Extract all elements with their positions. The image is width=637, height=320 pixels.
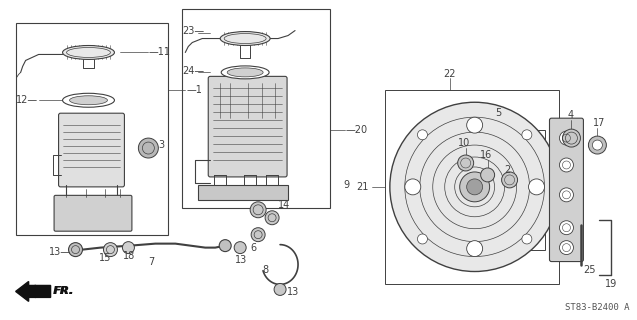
Bar (385, 90, 559, 284)
Polygon shape (16, 282, 50, 301)
Circle shape (251, 228, 265, 242)
Circle shape (219, 240, 231, 252)
Bar (182, 9, 330, 208)
Circle shape (562, 129, 580, 147)
Circle shape (559, 241, 573, 255)
Text: 3: 3 (159, 140, 164, 150)
Bar (16, 23, 168, 235)
Text: 13: 13 (287, 287, 299, 297)
Circle shape (592, 140, 603, 150)
Ellipse shape (227, 68, 263, 77)
Circle shape (390, 102, 559, 271)
Text: 10: 10 (458, 138, 470, 148)
Text: 13: 13 (235, 255, 247, 265)
Text: 9: 9 (343, 180, 349, 190)
Circle shape (404, 179, 421, 195)
Text: 5: 5 (496, 108, 502, 118)
Ellipse shape (221, 66, 269, 79)
Text: 24—: 24— (182, 66, 204, 76)
Text: FR.: FR. (53, 286, 73, 296)
FancyBboxPatch shape (59, 113, 124, 187)
Text: 13—: 13— (48, 247, 71, 257)
Text: —20: —20 (346, 125, 368, 135)
Circle shape (417, 234, 427, 244)
Circle shape (103, 243, 117, 257)
Circle shape (265, 211, 279, 225)
Circle shape (467, 117, 483, 133)
FancyBboxPatch shape (208, 76, 287, 177)
Text: 6: 6 (250, 243, 256, 252)
Text: ST83-B2400 A: ST83-B2400 A (565, 303, 629, 312)
Circle shape (458, 155, 474, 171)
Ellipse shape (62, 93, 115, 107)
Ellipse shape (220, 32, 270, 45)
Ellipse shape (69, 96, 108, 105)
Circle shape (501, 172, 518, 188)
Circle shape (559, 221, 573, 235)
Text: 12—: 12— (16, 95, 38, 105)
Ellipse shape (62, 45, 115, 60)
Text: 14: 14 (278, 200, 290, 210)
Bar (455, 130, 545, 250)
Text: 23—: 23— (182, 26, 204, 36)
Circle shape (250, 202, 266, 218)
Text: 2: 2 (505, 165, 511, 175)
Circle shape (529, 179, 545, 195)
Circle shape (138, 138, 159, 158)
Circle shape (274, 284, 286, 295)
Circle shape (234, 242, 246, 253)
FancyBboxPatch shape (198, 185, 288, 200)
Circle shape (460, 172, 490, 202)
Circle shape (467, 241, 483, 257)
Text: 25: 25 (583, 265, 596, 275)
Circle shape (69, 243, 83, 257)
Circle shape (559, 131, 573, 145)
Text: 7: 7 (148, 257, 155, 267)
Text: 4: 4 (568, 110, 573, 120)
Circle shape (559, 188, 573, 202)
Circle shape (481, 168, 494, 182)
Circle shape (522, 130, 532, 140)
Text: 17: 17 (594, 118, 606, 128)
Circle shape (522, 234, 532, 244)
Text: 19: 19 (605, 279, 618, 290)
Text: 18: 18 (124, 251, 136, 260)
Text: FR.: FR. (54, 286, 75, 296)
Circle shape (467, 179, 483, 195)
Circle shape (122, 242, 134, 253)
FancyBboxPatch shape (550, 118, 583, 261)
Circle shape (589, 136, 606, 154)
Text: —1: —1 (186, 85, 202, 95)
Text: —11: —11 (148, 47, 170, 58)
FancyBboxPatch shape (54, 195, 132, 231)
Text: 22: 22 (444, 69, 456, 79)
Text: 16: 16 (480, 150, 492, 160)
Text: 8: 8 (262, 265, 268, 275)
Text: 15: 15 (99, 252, 111, 263)
Text: 21: 21 (356, 182, 368, 192)
Circle shape (559, 158, 573, 172)
Circle shape (417, 130, 427, 140)
